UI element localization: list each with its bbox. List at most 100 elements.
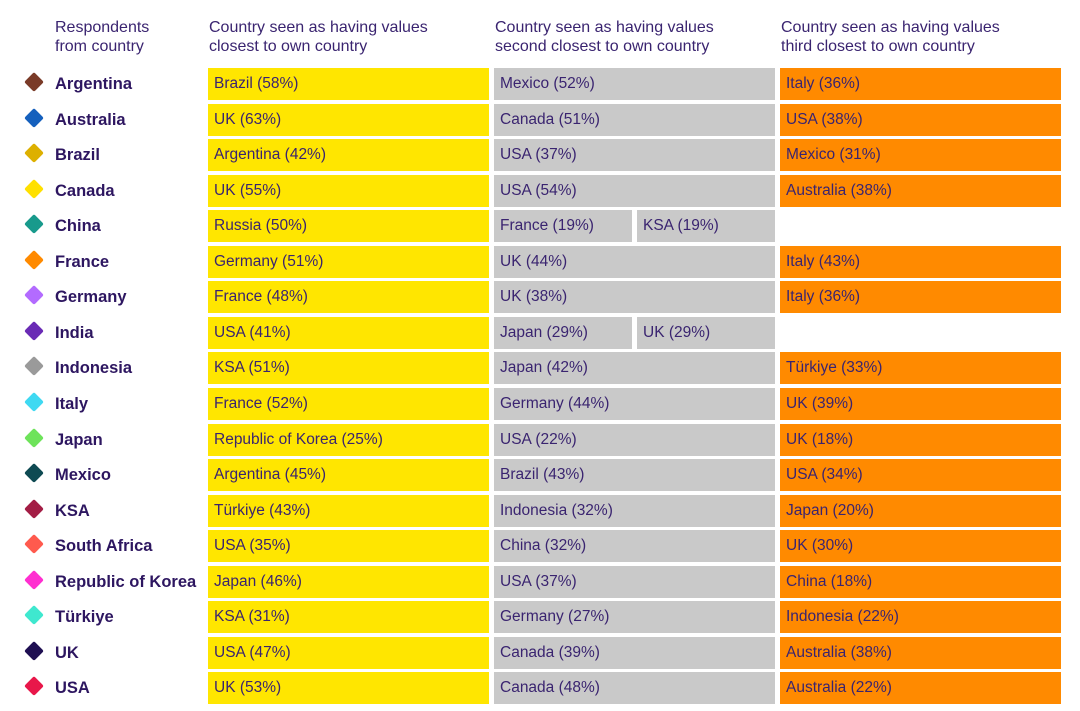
respondent-country: China	[55, 217, 101, 236]
country-marker-icon	[24, 605, 44, 626]
country-marker-icon	[24, 640, 44, 661]
respondent-country: Australia	[55, 110, 126, 129]
table-row: Türkiye KSA (31%) Germany (27%) Indonesia (…	[0, 601, 1080, 634]
closest-cell: Japan (46%)	[208, 565, 489, 598]
respondent-country: Italy	[55, 394, 89, 413]
second-cell: KSA (19%)	[637, 210, 775, 243]
country-marker-icon	[24, 391, 44, 412]
country-marker-icon	[24, 320, 44, 341]
country-marker-icon	[24, 143, 44, 163]
second-cell: Germany (27%)	[494, 601, 775, 634]
closest-cell: UK (63%)	[208, 103, 489, 136]
closest-cell: Russia (50%)	[208, 210, 489, 243]
respondent-country: Republic of Korea	[55, 572, 197, 591]
country-marker-icon	[24, 356, 44, 377]
header-second-closest: Country seen as having values second clo…	[495, 19, 714, 55]
respondent-country: Mexico	[55, 466, 111, 484]
second-cell: USA (22%)	[494, 423, 775, 456]
country-marker-icon	[24, 107, 44, 128]
country-marker-icon	[24, 427, 44, 448]
respondent-country: Indonesia	[55, 359, 133, 378]
table-row: Canada UK (55%) USA (54%) Australia (38%)	[0, 174, 1080, 207]
table-row: Mexico Argentina (45%) Brazil (43%) USA (34…	[0, 459, 1080, 491]
second-cell: Brazil (43%)	[494, 459, 775, 491]
second-cell: UK (38%)	[494, 281, 775, 314]
closest-cell: Türkiye (43%)	[208, 494, 489, 527]
second-cell: China (32%)	[494, 530, 775, 563]
second-cell: Japan (29%)	[494, 316, 632, 349]
third-cell: Italy (43%)	[780, 245, 1061, 278]
table-row: Australia UK (63%) Canada (51%) USA (38%)	[0, 103, 1080, 136]
country-marker-icon	[24, 676, 44, 697]
second-cell: UK (29%)	[637, 316, 775, 349]
respondent-country: India	[55, 323, 94, 342]
closest-cell: Argentina (42%)	[208, 139, 489, 172]
table-row: South Africa USA (35%) China (32%) UK (30%)	[0, 530, 1080, 563]
third-cell: Italy (36%)	[780, 68, 1061, 100]
third-cell: Indonesia (22%)	[780, 601, 1061, 634]
closest-cell: Republic of Korea (25%)	[208, 423, 489, 456]
second-cell: Mexico (52%)	[494, 68, 775, 100]
second-cell: Canada (39%)	[494, 636, 775, 669]
third-cell: Mexico (31%)	[780, 139, 1061, 172]
respondent-country: South Africa	[55, 537, 153, 556]
third-cell: USA (38%)	[780, 103, 1061, 136]
table-row: Brazil Argentina (42%) USA (37%) Mexico (31…	[0, 139, 1080, 172]
closest-cell: Brazil (58%)	[208, 68, 489, 100]
closest-cell: Germany (51%)	[208, 245, 489, 278]
third-cell: Japan (20%)	[780, 494, 1061, 527]
third-cell: Italy (36%)	[780, 281, 1061, 314]
country-marker-icon	[24, 285, 44, 306]
respondent-country: USA	[55, 679, 90, 698]
country-marker-icon	[24, 569, 44, 590]
third-cell: USA (34%)	[780, 459, 1061, 491]
closest-cell: UK (53%)	[208, 672, 489, 705]
closest-cell: KSA (31%)	[208, 601, 489, 634]
third-cell: UK (18%)	[780, 423, 1061, 456]
third-cell: Türkiye (33%)	[780, 352, 1061, 385]
table-row: Republic of Korea Japan (46%) USA (37%) Chi…	[0, 565, 1080, 598]
second-cell: UK (44%)	[494, 245, 775, 278]
header-third-closest: Country seen as having values third clos…	[781, 19, 1000, 55]
second-cell: USA (37%)	[494, 565, 775, 598]
third-cell: China (18%)	[780, 565, 1061, 598]
closest-cell: USA (35%)	[208, 530, 489, 563]
third-cell: UK (30%)	[780, 530, 1061, 563]
header-respondents: Respondents from country	[55, 19, 150, 55]
closest-cell: USA (47%)	[208, 636, 489, 669]
table-row: USA UK (53%) Canada (48%) Australia (22%)	[0, 672, 1080, 705]
table-row: Argentina Brazil (58%) Mexico (52%) Italy (…	[0, 68, 1080, 100]
second-cell: France (19%)	[494, 210, 632, 243]
third-cell: Australia (38%)	[780, 636, 1061, 669]
table-row: UK USA (47%) Canada (39%) Australia (38%)	[0, 636, 1080, 669]
third-cell: UK (39%)	[780, 387, 1061, 420]
second-cell: USA (54%)	[494, 174, 775, 207]
country-marker-icon	[24, 534, 44, 554]
table-row: France Germany (51%) UK (44%) Italy (43%)	[0, 245, 1080, 278]
second-cell: USA (37%)	[494, 139, 775, 172]
country-marker-icon	[24, 72, 44, 92]
country-marker-icon	[24, 178, 44, 199]
country-marker-icon	[24, 249, 44, 270]
respondent-country: Japan	[55, 430, 103, 449]
table-row: Italy France (52%) Germany (44%) UK (39%)	[0, 387, 1080, 420]
closest-cell: France (52%)	[208, 387, 489, 420]
country-marker-icon	[24, 463, 44, 483]
second-cell: Japan (42%)	[494, 352, 775, 385]
second-cell: Canada (51%)	[494, 103, 775, 136]
closest-cell: KSA (51%)	[208, 352, 489, 385]
closest-cell: France (48%)	[208, 281, 489, 314]
respondent-country: Argentina	[55, 75, 133, 93]
table-row: Indonesia KSA (51%) Japan (42%) Türkiye (33…	[0, 352, 1080, 385]
table-row: China Russia (50%) France (19%) KSA (19%)	[0, 210, 1080, 243]
respondent-country: Germany	[55, 288, 127, 307]
respondent-country: KSA	[55, 501, 90, 520]
table-row: India USA (41%) Japan (29%) UK (29%)	[0, 316, 1080, 349]
table-row: Germany France (48%) UK (38%) Italy (36%)	[0, 281, 1080, 314]
table-row: KSA Türkiye (43%) Indonesia (32%) Japan (20…	[0, 494, 1080, 527]
respondent-country: Türkiye	[55, 608, 114, 627]
second-cell: Canada (48%)	[494, 672, 775, 705]
closest-cell: UK (55%)	[208, 174, 489, 207]
country-marker-icon	[24, 498, 44, 519]
